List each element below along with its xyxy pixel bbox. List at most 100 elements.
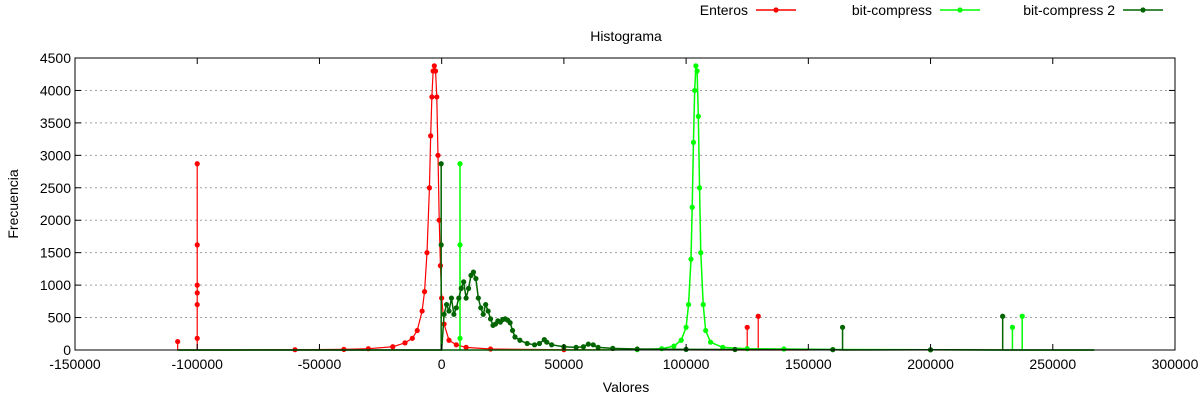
data-point: [461, 279, 467, 285]
x-tick-label: 50000: [544, 356, 583, 372]
data-point: [390, 344, 396, 350]
data-point: [544, 339, 550, 345]
data-point: [419, 308, 425, 314]
data-point: [438, 161, 444, 167]
data-point: [536, 340, 543, 347]
data-point: [839, 324, 846, 330]
data-point: [698, 250, 704, 256]
y-tick-label: 1500: [40, 245, 71, 261]
data-point: [448, 295, 455, 301]
data-point: [549, 342, 555, 348]
data-point: [446, 337, 452, 343]
data-point: [453, 342, 459, 348]
x-tick-label: 150000: [785, 356, 832, 372]
data-point: [428, 133, 434, 139]
data-point: [443, 301, 450, 308]
chart-title: Histograma: [590, 28, 662, 44]
data-point: [414, 327, 420, 334]
plot-frame: [74, 57, 1176, 351]
data-point: [475, 295, 481, 301]
data-point: [524, 340, 530, 347]
data-point: [485, 308, 491, 314]
legend-label: bit-compress: [852, 2, 932, 18]
data-point: [595, 344, 601, 350]
data-point: [463, 344, 469, 350]
y-tick-label: 2500: [40, 180, 71, 196]
data-point: [421, 289, 428, 295]
x-tick-label: 300000: [1152, 356, 1199, 372]
series-bit-compress-2: [177, 161, 1095, 353]
data-point: [426, 185, 433, 191]
data-point: [1009, 324, 1016, 330]
legend-label: Enteros: [700, 2, 748, 18]
data-point: [431, 63, 437, 69]
data-point: [446, 308, 452, 314]
data-point: [194, 282, 200, 288]
data-point: [487, 316, 494, 322]
data-point: [465, 285, 472, 291]
y-tick-label: 500: [48, 310, 72, 326]
data-point: [755, 313, 761, 319]
data-point: [457, 242, 463, 248]
x-axis-label: Valores: [603, 379, 649, 395]
legend: Enteros bit-compress bit-compress 2: [700, 2, 1163, 18]
data-point: [744, 324, 750, 330]
y-tick-label: 3500: [40, 115, 71, 131]
x-tick-label: -100000: [172, 356, 224, 372]
data-point: [194, 301, 200, 308]
data-point: [194, 290, 200, 296]
series-bit-compress: [177, 63, 1095, 353]
data-point: [685, 301, 692, 308]
data-point: [480, 311, 486, 317]
data-point: [590, 342, 596, 348]
data-point: [693, 63, 699, 69]
x-tick-label: -150000: [49, 356, 101, 372]
data-point: [473, 276, 479, 282]
data-point: [1019, 313, 1025, 319]
data-point: [585, 341, 591, 347]
data-point: [478, 305, 484, 311]
x-tick-label: 250000: [1029, 356, 1076, 372]
ticks: 0 500 1000 1500 2000 2500 3000 3500 4000 4500 -150…: [40, 50, 1199, 372]
y-axis-label: Frecuencia: [5, 169, 21, 238]
x-tick-label: 100000: [663, 356, 710, 372]
y-tick-label: 3000: [40, 147, 71, 163]
data-point: [453, 305, 459, 311]
data-point: [424, 250, 430, 256]
data-point: [1000, 313, 1006, 319]
data-point: [432, 68, 439, 74]
data-point: [507, 320, 513, 326]
data-point: [457, 161, 463, 167]
x-tick-label: -50000: [298, 356, 342, 372]
y-tick-label: 0: [63, 342, 71, 358]
data-point: [487, 346, 494, 352]
y-tick-label: 2000: [40, 212, 71, 228]
series-line: [177, 65, 809, 351]
data-point: [435, 152, 441, 158]
data-point: [409, 335, 415, 341]
data-point: [458, 285, 464, 291]
data-point: [402, 340, 408, 346]
data-point: [175, 338, 181, 345]
data-point: [194, 161, 200, 167]
data-point: [429, 94, 435, 100]
data-point: [194, 242, 200, 248]
y-tick-label: 4000: [40, 82, 71, 98]
series-layer: [175, 63, 1095, 353]
legend-swatch-marker: [773, 7, 779, 13]
data-point: [580, 344, 587, 350]
data-point: [689, 204, 695, 210]
data-point: [194, 335, 200, 341]
data-point: [573, 344, 579, 350]
data-point: [517, 337, 523, 343]
grid: [75, 89, 1175, 319]
data-point: [690, 139, 697, 145]
data-point: [700, 301, 706, 308]
data-point: [688, 256, 694, 262]
data-point: [707, 339, 714, 345]
data-point: [441, 311, 447, 317]
legend-label: bit-compress 2: [1023, 2, 1115, 18]
data-point: [634, 346, 640, 352]
data-point: [703, 327, 709, 334]
